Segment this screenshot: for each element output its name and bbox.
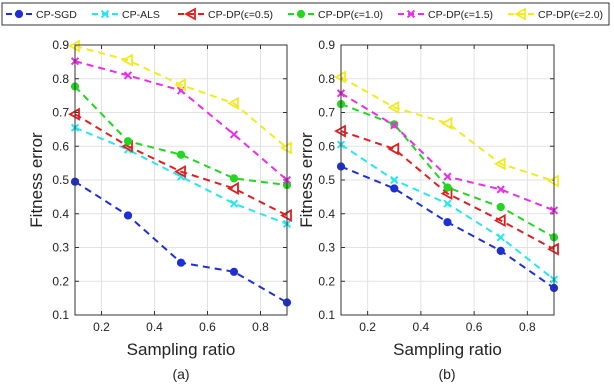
y-tick-label: 0.6	[318, 139, 335, 153]
panel-a: 0.1 0.2 0.3 0.4 0.5 0.6 0.7 0.8 0.9 0.2 0.4 0.6 0.8 S…	[27, 38, 292, 382]
data-point	[496, 185, 505, 194]
data-point	[229, 130, 239, 139]
series-path	[340, 103, 555, 239]
y-tick-label: 0.7	[318, 106, 335, 120]
y-tick-label: 0.1	[52, 308, 69, 322]
legend-marker	[100, 9, 110, 19]
series-path	[74, 45, 288, 149]
y-tick-label: 0.4	[318, 207, 335, 221]
data-point	[174, 78, 186, 92]
series-path	[74, 113, 288, 217]
legend-box	[1, 2, 610, 26]
legend-item: CP-SGD	[6, 9, 77, 21]
data-point	[440, 116, 453, 130]
data-point	[174, 165, 186, 179]
y-axis-label: Fitness error	[27, 132, 46, 228]
data-point	[496, 246, 505, 255]
data-point	[493, 213, 506, 228]
panel-caption: (b)	[438, 366, 455, 382]
legend-label: CP-DP(ϵ=1.5)	[428, 9, 493, 21]
x-tick-label: 0.4	[146, 320, 163, 334]
data-point	[443, 199, 452, 208]
axes-frame	[340, 44, 555, 316]
panel-caption: (a)	[172, 366, 189, 382]
data-point	[443, 218, 452, 227]
data-point	[387, 142, 400, 156]
x-axis-label: Sampling ratio	[393, 340, 502, 359]
data-point	[176, 150, 186, 159]
legend-item: CP-DP(ϵ=0.5)	[178, 7, 273, 21]
y-tick-label: 0.3	[318, 241, 335, 255]
x-tick-label: 0.2	[93, 320, 110, 334]
y-tick-label: 0.5	[52, 173, 69, 187]
y-tick-label: 0.1	[318, 308, 335, 322]
y-tick-label: 0.4	[52, 207, 69, 221]
y-axis-label: Fitness error	[297, 132, 316, 228]
axes-frame	[74, 44, 288, 316]
data-point	[123, 71, 133, 80]
legend-label: CP-ALS	[122, 9, 160, 21]
data-point	[227, 96, 239, 110]
y-tick-label: 0.9	[52, 38, 69, 52]
x-tick-label: 0.6	[199, 320, 216, 334]
legend: CP-SGD CP-ALS CP-DP(ϵ=0.5) CP-DP(ϵ=1.0) CP-D…	[1, 2, 610, 26]
y-tick-label: 0.5	[318, 173, 335, 187]
data-point	[390, 184, 399, 193]
data-point	[176, 172, 186, 181]
data-point	[443, 183, 452, 192]
data-point	[390, 175, 399, 185]
series-path	[74, 126, 288, 225]
x-axis-label: Sampling ratio	[127, 340, 236, 359]
legend-label: CP-DP(ϵ=0.5)	[208, 9, 273, 21]
legend-item: CP-DP(ϵ=2.0)	[508, 7, 603, 21]
x-tick-label: 0.6	[466, 320, 483, 334]
y-tick-label: 0.2	[318, 274, 335, 288]
legend-item: CP-DP(ϵ=1.5)	[398, 9, 493, 21]
y-tick-label: 0.3	[52, 241, 69, 255]
legend-item: CP-ALS	[92, 9, 160, 21]
data-point	[121, 53, 133, 67]
series-path	[340, 76, 555, 182]
data-point	[229, 199, 239, 208]
y-tick-label: 0.9	[318, 38, 335, 52]
panel-b: 0.1 0.2 0.3 0.4 0.5 0.6 0.7 0.8 0.9 0.2 0.4 0.6 0.8 S…	[297, 38, 559, 382]
y-tick-label: 0.8	[52, 72, 69, 86]
legend-label: CP-SGD	[36, 9, 77, 21]
data-point	[496, 202, 505, 212]
data-point	[390, 121, 399, 130]
y-tick-label: 0.6	[52, 139, 69, 153]
data-point	[229, 267, 239, 276]
series-path	[74, 85, 288, 187]
data-point	[443, 172, 452, 181]
legend-marker	[406, 9, 416, 19]
legend-item: CP-DP(ϵ=1.0)	[288, 9, 383, 21]
x-tick-label: 0.2	[359, 320, 376, 334]
data-point	[123, 211, 133, 220]
data-point	[496, 233, 505, 242]
legend-marker	[184, 7, 196, 21]
y-tick-label: 0.2	[52, 274, 69, 288]
legend-marker	[14, 9, 24, 19]
data-point	[493, 157, 506, 171]
data-point	[176, 258, 186, 267]
data-point	[387, 100, 400, 114]
data-point	[123, 137, 133, 146]
legend-marker	[296, 9, 306, 19]
legend-label: CP-DP(ϵ=2.0)	[538, 9, 603, 21]
legend-marker	[514, 7, 526, 21]
x-tick-label: 0.4	[413, 320, 430, 334]
y-tick-label: 0.7	[52, 106, 69, 120]
y-tick-label: 0.8	[318, 72, 335, 86]
series-path	[340, 130, 555, 251]
x-tick-label: 0.8	[252, 320, 269, 334]
x-tick-label: 0.8	[519, 320, 536, 334]
data-point	[227, 181, 239, 195]
legend-label: CP-DP(ϵ=1.0)	[318, 9, 383, 21]
data-point	[229, 174, 239, 183]
